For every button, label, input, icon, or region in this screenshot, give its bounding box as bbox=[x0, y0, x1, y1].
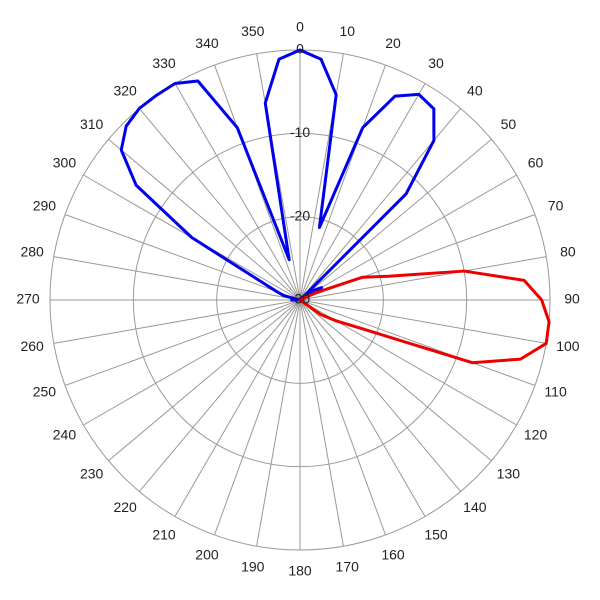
angle-label: 80 bbox=[560, 243, 576, 259]
r-tick-label: -30 bbox=[290, 291, 310, 307]
spoke bbox=[299, 83, 426, 301]
spoke bbox=[299, 299, 547, 344]
spoke bbox=[299, 256, 547, 301]
spoke bbox=[64, 299, 301, 386]
angle-label: 300 bbox=[53, 155, 77, 171]
angle-label: 250 bbox=[33, 384, 57, 400]
angle-label: 210 bbox=[152, 526, 176, 542]
spoke bbox=[256, 53, 301, 301]
angle-label: 280 bbox=[20, 243, 44, 259]
spoke bbox=[299, 299, 536, 386]
angle-label: 110 bbox=[544, 384, 567, 400]
spoke bbox=[299, 299, 462, 492]
angle-label: 230 bbox=[80, 466, 104, 482]
angle-label: 140 bbox=[463, 499, 487, 515]
angle-label: 0 bbox=[296, 19, 304, 35]
angle-label: 170 bbox=[336, 559, 360, 575]
angle-label: 40 bbox=[467, 82, 483, 98]
spoke bbox=[299, 64, 386, 301]
angle-label: 60 bbox=[528, 155, 544, 171]
spoke bbox=[138, 299, 301, 492]
angle-label: 320 bbox=[113, 82, 137, 98]
angle-label: 150 bbox=[424, 526, 448, 542]
spoke bbox=[299, 299, 386, 536]
angle-label: 240 bbox=[53, 427, 77, 443]
spoke bbox=[299, 299, 426, 517]
r-tick-label: 0 bbox=[296, 41, 304, 57]
angle-label: 310 bbox=[80, 116, 104, 132]
spoke bbox=[108, 138, 301, 301]
spoke bbox=[299, 299, 344, 547]
spoke bbox=[53, 299, 301, 344]
spoke bbox=[53, 256, 301, 301]
angle-label: 290 bbox=[33, 198, 57, 214]
angle-label: 260 bbox=[20, 338, 44, 354]
angle-label: 70 bbox=[548, 198, 564, 214]
spoke bbox=[299, 174, 517, 301]
spoke bbox=[138, 108, 301, 301]
spoke bbox=[64, 214, 301, 301]
angle-label: 100 bbox=[556, 338, 580, 354]
angle-label: 180 bbox=[288, 563, 312, 579]
spoke bbox=[256, 299, 301, 547]
r-tick-label: -20 bbox=[290, 207, 310, 223]
pattern-line bbox=[119, 48, 436, 302]
pattern-line bbox=[298, 269, 551, 365]
r-tick-label: -10 bbox=[290, 124, 310, 140]
angle-label: 160 bbox=[381, 546, 405, 562]
angle-label: 330 bbox=[152, 55, 176, 71]
angle-label: 90 bbox=[564, 291, 580, 307]
spoke bbox=[174, 83, 301, 301]
angle-label: 270 bbox=[16, 291, 40, 307]
spoke bbox=[83, 299, 301, 426]
spoke bbox=[299, 138, 492, 301]
angle-label: 20 bbox=[385, 35, 401, 51]
angle-label: 190 bbox=[241, 559, 265, 575]
angle-label: 350 bbox=[241, 23, 265, 39]
spoke bbox=[174, 299, 301, 517]
angle-label: 340 bbox=[195, 35, 219, 51]
angle-label: 50 bbox=[501, 116, 517, 132]
spoke bbox=[299, 299, 492, 462]
ring bbox=[216, 216, 384, 384]
spoke bbox=[108, 299, 301, 462]
angle-label: 120 bbox=[524, 427, 548, 443]
angle-label: 130 bbox=[497, 466, 521, 482]
angle-label: 30 bbox=[428, 55, 444, 71]
angle-label: 220 bbox=[113, 499, 137, 515]
spoke bbox=[214, 299, 301, 536]
angle-label: 200 bbox=[195, 546, 219, 562]
angle-label: 10 bbox=[339, 23, 355, 39]
ring bbox=[132, 132, 468, 468]
